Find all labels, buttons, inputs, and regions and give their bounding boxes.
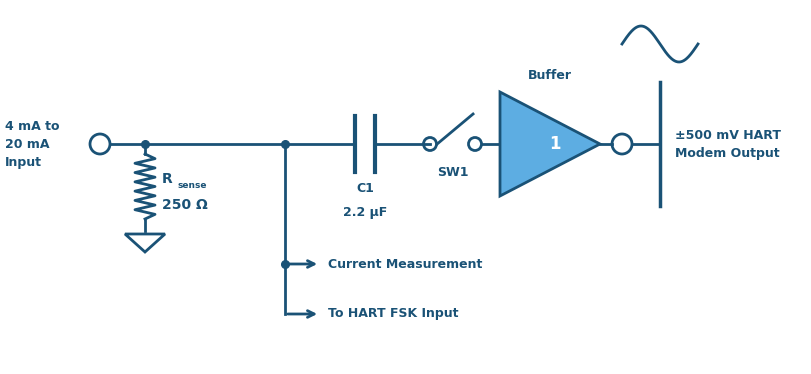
Text: C1: C1 <box>356 182 374 195</box>
Text: 1: 1 <box>548 135 560 153</box>
Text: 4 mA to
20 mA
Input: 4 mA to 20 mA Input <box>5 120 59 169</box>
Text: ±500 mV HART
Modem Output: ±500 mV HART Modem Output <box>674 129 780 159</box>
Text: 250 Ω: 250 Ω <box>162 198 208 212</box>
Text: Current Measurement: Current Measurement <box>328 258 482 270</box>
Text: 2.2 μF: 2.2 μF <box>342 206 387 219</box>
Polygon shape <box>500 92 599 196</box>
Text: SW1: SW1 <box>436 166 468 179</box>
Text: Buffer: Buffer <box>527 69 571 82</box>
Text: To HART FSK Input: To HART FSK Input <box>328 307 458 321</box>
Text: sense: sense <box>178 181 207 190</box>
Polygon shape <box>125 234 165 252</box>
Text: R: R <box>162 172 173 186</box>
